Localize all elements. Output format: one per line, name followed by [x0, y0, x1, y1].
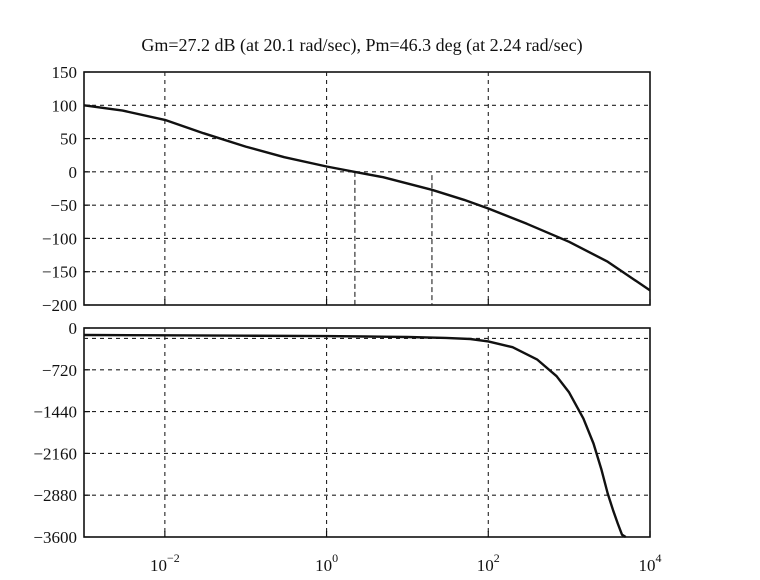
- magnitude-y-tick-label: −150: [42, 263, 77, 282]
- magnitude-y-tick-label: 50: [60, 130, 77, 149]
- phase-plot: 0 −720 −1440 −2160 −2880 −3600 10−2 100 102 104: [33, 319, 661, 575]
- phase-y-tick-label: −2880: [33, 486, 77, 505]
- magnitude-y-tick-label: 0: [69, 163, 78, 182]
- magnitude-plot: 150 100 50 0 −50 −100 −150 −200: [42, 63, 651, 315]
- phase-axes-box: [83, 327, 651, 538]
- magnitude-y-tick-label: 150: [52, 63, 78, 82]
- x-tick-label: 100: [315, 551, 338, 575]
- magnitude-series-line: [83, 104, 651, 292]
- magnitude-y-tick-label: −200: [42, 296, 77, 315]
- magnitude-y-tick-label: −50: [50, 196, 77, 215]
- magnitude-axes-box: [83, 71, 651, 306]
- chart-title: Gm=27.2 dB (at 20.1 rad/sec), Pm=46.3 de…: [141, 35, 582, 56]
- magnitude-y-tick-label: 100: [52, 96, 78, 115]
- phase-y-tick-label: −720: [42, 361, 77, 380]
- x-tick-label: 102: [477, 551, 500, 575]
- phase-series-line: [83, 333, 627, 539]
- magnitude-y-tick-label: −100: [42, 229, 77, 248]
- x-tick-label: 10−2: [150, 551, 180, 575]
- x-tick-label: 104: [639, 551, 662, 575]
- phase-y-tick-label: 0: [69, 319, 78, 338]
- phase-y-tick-label: −3600: [33, 528, 77, 547]
- phase-y-tick-label: −2160: [33, 444, 77, 463]
- phase-y-tick-label: −1440: [33, 403, 77, 422]
